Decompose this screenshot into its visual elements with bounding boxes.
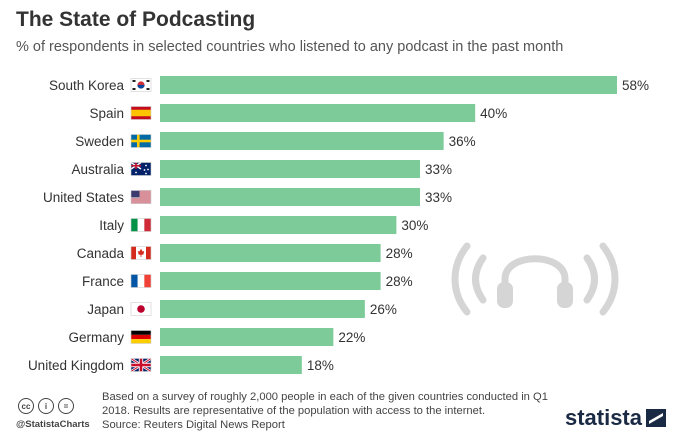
value-label: 33% bbox=[425, 190, 452, 205]
value-label: 26% bbox=[370, 302, 397, 317]
statista-logo[interactable]: statista bbox=[565, 405, 666, 431]
chart-title: The State of Podcasting bbox=[16, 8, 256, 31]
category-label: United Kingdom bbox=[28, 358, 124, 373]
no-derivatives-icon: = bbox=[58, 398, 74, 414]
creative-commons-icon: cc bbox=[18, 398, 34, 414]
value-label: 18% bbox=[307, 358, 334, 373]
bar-france bbox=[160, 272, 381, 290]
france-flag bbox=[130, 274, 152, 288]
source-note: Source: Reuters Digital News Report bbox=[102, 419, 285, 431]
category-label: Spain bbox=[89, 106, 124, 121]
bar-south-korea bbox=[160, 76, 617, 94]
australia-flag bbox=[130, 162, 152, 176]
bar-japan bbox=[160, 300, 365, 318]
bar-united-kingdom bbox=[160, 356, 302, 374]
bar-germany bbox=[160, 328, 334, 346]
bar-italy bbox=[160, 216, 397, 234]
bar-united-states bbox=[160, 188, 421, 206]
united-states-flag bbox=[130, 190, 152, 204]
value-label: 30% bbox=[401, 218, 428, 233]
category-label: Italy bbox=[99, 218, 124, 233]
attribution-icon: i bbox=[38, 398, 54, 414]
spain-flag bbox=[130, 106, 152, 120]
italy-flag bbox=[130, 218, 152, 232]
germany-flag bbox=[130, 330, 152, 344]
statista-logo-icon bbox=[646, 409, 666, 427]
footnote: Based on a survey of roughly 2,000 peopl… bbox=[102, 390, 572, 432]
japan-flag bbox=[130, 302, 152, 316]
bar-canada bbox=[160, 244, 381, 262]
value-label: 33% bbox=[425, 162, 452, 177]
south-korea-flag bbox=[130, 78, 152, 92]
category-label: Japan bbox=[87, 302, 124, 317]
value-label: 22% bbox=[338, 330, 365, 345]
category-label: United States bbox=[43, 190, 124, 205]
chart-subtitle: % of respondents in selected countries w… bbox=[16, 39, 564, 55]
statista-handle: @StatistaCharts bbox=[16, 419, 90, 430]
sweden-flag bbox=[130, 134, 152, 148]
statista-wordmark: statista bbox=[564, 405, 642, 430]
bar-australia bbox=[160, 160, 421, 178]
value-label: 28% bbox=[386, 246, 413, 261]
value-label: 40% bbox=[480, 106, 507, 121]
category-label: Germany bbox=[68, 330, 124, 345]
survey-note: Based on a survey of roughly 2,000 peopl… bbox=[102, 391, 548, 417]
category-label: Canada bbox=[77, 246, 125, 261]
category-label: Sweden bbox=[75, 134, 124, 149]
category-label: France bbox=[82, 274, 124, 289]
category-label: South Korea bbox=[49, 78, 125, 93]
value-label: 28% bbox=[386, 274, 413, 289]
bar-sweden bbox=[160, 132, 444, 150]
united-kingdom-flag bbox=[130, 358, 152, 372]
headphones-icon bbox=[451, 242, 619, 316]
bar-chart: South Korea 58% Spain 40% Sweden 36% Australia… bbox=[28, 76, 649, 374]
license-icons: cc i = bbox=[18, 398, 74, 414]
value-label: 58% bbox=[622, 78, 649, 93]
bar-spain bbox=[160, 104, 476, 122]
category-label: Australia bbox=[71, 162, 124, 177]
value-label: 36% bbox=[449, 134, 476, 149]
canada-flag bbox=[130, 246, 152, 260]
